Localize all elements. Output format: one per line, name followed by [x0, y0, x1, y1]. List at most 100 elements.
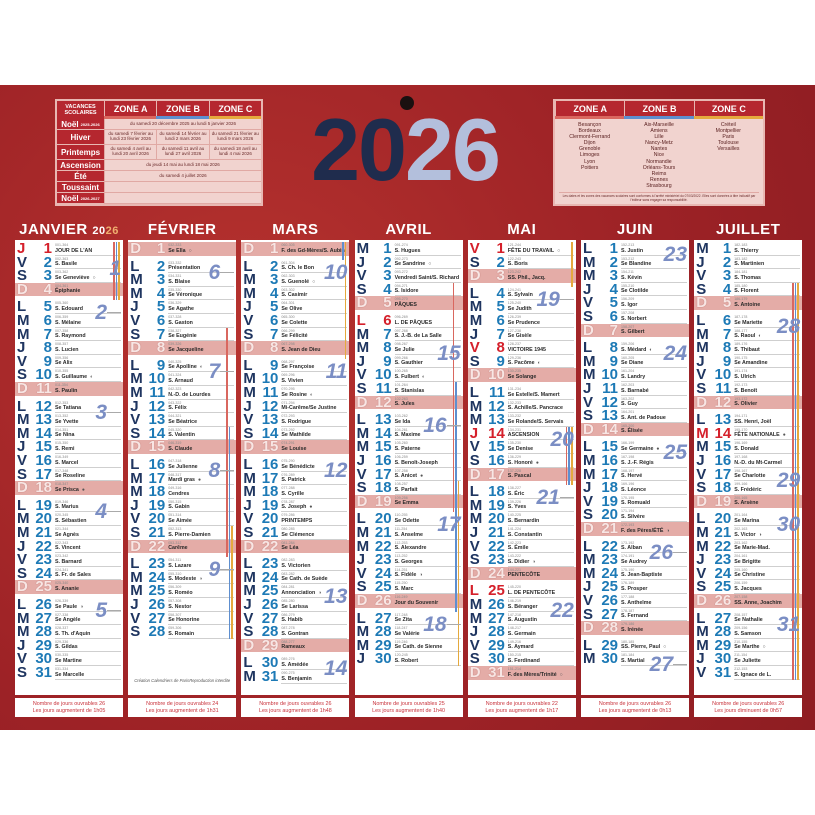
day-row[interactable]: M 5 125-240 Se Judith [468, 299, 576, 314]
day-row[interactable]: M 7 007-358 S. Raymond [15, 327, 123, 342]
day-row[interactable]: M 25 056-309 S. Roméo [128, 583, 236, 598]
day-row[interactable]: D 24 144-221 PENTECÔTE [467, 566, 576, 581]
day-row[interactable]: D 26 207-158 SS. Anne, Joachim [694, 593, 803, 608]
day-row[interactable]: M 11 042-323 N.-D. de Lourdes [128, 385, 236, 400]
day-row[interactable]: D 5 186-179 S. Antoine [694, 295, 803, 310]
day-row[interactable]: L 2 061-304 S. Ch. le Bon [241, 259, 349, 274]
day-row[interactable]: S 23 143-222 S. Didier ◑ [468, 552, 576, 567]
day-row[interactable]: S 14 073-292 Se Mathilde [241, 426, 349, 441]
day-row[interactable]: L 1 152-213 S. Justin [581, 241, 689, 256]
day-row[interactable]: V 27 086-279 S. Habib [241, 611, 349, 626]
day-row[interactable]: D 25 025-340 S. Ananie [15, 579, 123, 594]
day-row[interactable]: S 16 136-229 S. Honoré ● [468, 453, 576, 468]
day-row[interactable]: D 21 172-193 F. des Pères/ÉTÉ ◑ [581, 521, 689, 536]
day-row[interactable]: S 2 122-243 S. Boris [468, 255, 576, 270]
day-row[interactable]: L 12 012-353 Se Tatiana [15, 399, 123, 414]
day-row[interactable]: V 12 163-202 S. Guy [581, 395, 689, 410]
day-row[interactable]: S 6 157-208 S. Norbert [581, 309, 689, 324]
day-row[interactable]: J 5 064-301 Se Olive [241, 299, 349, 314]
day-row[interactable]: D 8 067-298 S. Jean de Dieu [241, 340, 350, 355]
day-row[interactable]: M 13 133-232 Se Rolande/S. Servais [468, 412, 576, 427]
day-row[interactable]: V 30 030-335 Se Martine [15, 651, 123, 666]
day-row[interactable]: J 21 141-224 S. Constantin [468, 525, 576, 540]
day-row[interactable]: M 26 146-219 S. Béranger [468, 597, 576, 612]
day-row[interactable]: M 1 091-274 S. Hugues [355, 241, 463, 256]
day-row[interactable]: M 2 153-212 Se Blandine [581, 255, 689, 270]
day-row[interactable]: L 18 138-227 S. Éric [468, 484, 576, 499]
day-row[interactable]: J 4 155-210 Se Clotilde [581, 282, 689, 297]
day-row[interactable]: S 30 150-215 S. Ferdinand [468, 651, 576, 666]
day-row[interactable]: D 19 109-256 Se Emma [354, 494, 463, 509]
day-row[interactable]: V 31 212-153 S. Ignace de L. [694, 665, 802, 680]
day-row[interactable]: L 20 110-255 Se Odette [355, 511, 463, 526]
day-row[interactable]: J 22 022-343 S. Vincent [15, 539, 123, 554]
day-row[interactable]: J 16 106-259 S. Benoît-Joseph [355, 453, 463, 468]
day-row[interactable]: M 8 098-267 Se Julie [355, 340, 463, 355]
day-row[interactable]: D 11 011-354 S. Paulin [15, 381, 123, 396]
day-row[interactable]: L 19 019-346 S. Marius [15, 498, 123, 513]
day-row[interactable]: M 20 140-225 S. Bernardin [468, 511, 576, 526]
day-row[interactable]: L 6 187-178 Se Mariette [694, 313, 802, 328]
day-row[interactable]: S 20 171-194 S. Silvère [581, 507, 689, 522]
day-row[interactable]: L 30 089-276 S. Amédée [241, 655, 349, 670]
day-row[interactable]: J 16 197-168 N.-D. du Mt-Carmel [694, 453, 802, 468]
day-row[interactable]: M 27 147-218 S. Augustin [468, 611, 576, 626]
day-row[interactable]: D 5 095-270 PÂQUES [354, 295, 463, 310]
day-row[interactable]: J 19 050-315 S. Gabin [128, 498, 236, 513]
day-row[interactable]: L 25 145-220 L. DE PENTECÔTE [468, 583, 576, 598]
day-row[interactable]: J 23 113-252 S. Georges [355, 552, 463, 567]
day-row[interactable]: M 6 126-239 Se Prudence [468, 313, 576, 328]
day-row[interactable]: S 31 031-334 Se Marcelle [15, 665, 123, 680]
day-row[interactable]: M 18 049-316 Cendres [128, 484, 236, 499]
day-row[interactable]: V 2 002-363 S. Basile [15, 255, 123, 270]
day-row[interactable]: S 9 129-236 S. Pacôme ◐ [468, 354, 576, 369]
day-row[interactable]: V 29 149-216 S. Aymard [468, 638, 576, 653]
day-row[interactable]: J 12 071-294 Mi-Carême/Se Justine [241, 399, 349, 414]
day-row[interactable]: S 14 045-320 S. Valentin [128, 426, 236, 441]
day-row[interactable]: S 7 066-299 Se Félicité [241, 327, 349, 342]
day-row[interactable]: L 4 124-241 S. Sylvain [468, 286, 576, 301]
day-row[interactable]: L 13 194-171 SS. Henri, Joël [694, 412, 802, 427]
day-row[interactable]: L 2 033-332 Présentation [128, 259, 236, 274]
day-row[interactable]: M 17 168-197 S. Hervé [581, 467, 689, 482]
day-row[interactable]: M 23 174-191 Se Audrey [581, 552, 689, 567]
day-row[interactable]: S 28 087-278 S. Gontran [241, 624, 349, 639]
day-row[interactable]: V 5 156-209 S. Igor [581, 295, 689, 310]
day-row[interactable]: M 27 027-338 Se Angèle [15, 611, 123, 626]
day-row[interactable]: M 14 014-351 Se Nina [15, 426, 123, 441]
day-row[interactable]: S 27 178-187 S. Fernand [581, 607, 689, 622]
day-row[interactable]: D 14 165-200 S. Élisée [581, 422, 689, 437]
day-row[interactable]: L 23 054-311 S. Lazare [128, 556, 236, 571]
day-row[interactable]: D 22 081-284 Se Léa [241, 539, 350, 554]
day-row[interactable]: L 16 047-318 Se Julienne [128, 457, 236, 472]
day-row[interactable]: S 11 192-173 S. Benoît [694, 381, 802, 396]
day-row[interactable]: M 31 090-275 S. Benjamin [241, 669, 349, 684]
day-row[interactable]: M 11 070-295 Se Rosine ◐ [241, 385, 349, 400]
day-row[interactable]: J 2 092-273 Se Sandrine ○ [355, 255, 463, 270]
day-row[interactable]: S 25 206-159 S. Jacques [694, 579, 802, 594]
day-row[interactable]: M 20 020-345 S. Sébastien [15, 511, 123, 526]
day-row[interactable]: J 15 015-350 S. Remi [15, 439, 123, 454]
day-row[interactable]: L 13 103-262 Se Ida [355, 412, 463, 427]
day-row[interactable]: V 9 009-356 Se Alix [15, 354, 123, 369]
day-row[interactable]: D 4 004-361 Épiphanie [15, 282, 123, 297]
day-row[interactable]: D 10 130-235 Se Solange [467, 367, 576, 382]
day-row[interactable]: D 18 018-347 Se Prisca ● [15, 480, 123, 495]
day-row[interactable]: V 13 044-321 Se Béatrice [128, 412, 236, 427]
day-row[interactable]: D 19 200-165 S. Arsène [694, 494, 803, 509]
day-row[interactable]: S 7 038-327 Se Eugénie [128, 327, 236, 342]
day-row[interactable]: S 17 017-348 Se Roseline [15, 467, 123, 482]
day-row[interactable]: L 27 117-248 Se Zita [355, 611, 463, 626]
day-row[interactable]: L 11 131-234 Se Estelle/S. Mamert [468, 385, 576, 400]
day-row[interactable]: D 28 179-186 S. Irénée [581, 620, 689, 635]
day-row[interactable]: L 26 026-339 Se Paule ◑ [15, 597, 123, 612]
day-row[interactable]: M 29 210-155 Se Marthe ○ [694, 638, 802, 653]
day-row[interactable]: D 26 116-249 Jour du Souvenir [354, 593, 463, 608]
day-row[interactable]: J 30 211-154 Se Juliette [694, 651, 802, 666]
day-row[interactable]: J 5 036-329 Se Agathe [128, 299, 236, 314]
day-row[interactable]: L 5 005-360 S. Edouard [15, 299, 123, 314]
day-row[interactable]: J 26 085-280 Se Larissa [241, 597, 349, 612]
day-row[interactable]: J 7 127-238 Se Gisèle [468, 327, 576, 342]
day-row[interactable]: D 8 039-326 Se Jacqueline [128, 340, 237, 355]
day-row[interactable]: S 25 115-250 S. Marc [355, 579, 463, 594]
